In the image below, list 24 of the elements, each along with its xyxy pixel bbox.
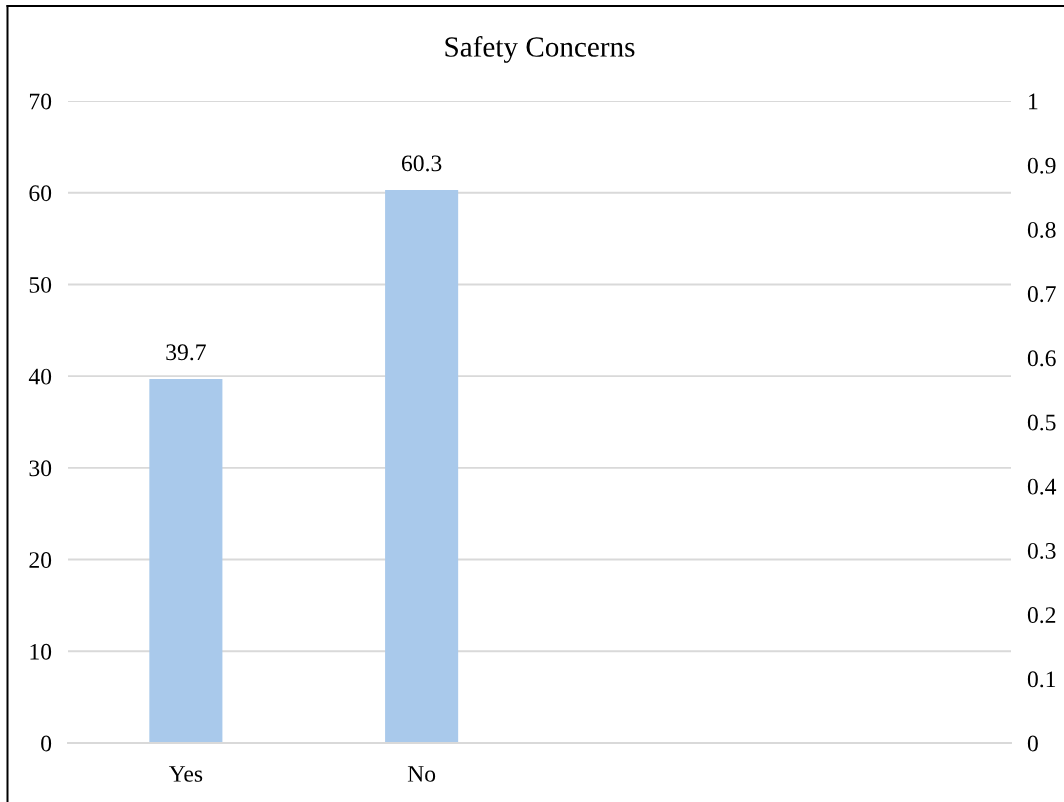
x-tick-label: Yes: [168, 766, 203, 782]
y2-tick-label: 0.9: [1027, 157, 1056, 174]
y-tick-label: 60: [29, 185, 52, 202]
y-tick-label: 20: [29, 552, 52, 568]
data-label: 60.3: [401, 155, 442, 172]
y2-tick-label: 0.4: [1027, 478, 1057, 495]
y2-tick-label: 0.8: [1027, 221, 1056, 238]
y2-tick-label: 1: [1029, 93, 1038, 110]
y2-tick-label: 0.1: [1027, 671, 1056, 688]
chart-title: Safety Concerns: [445, 36, 635, 63]
y2-tick-label: 0.2: [1027, 607, 1056, 624]
y2-tick-label: 0.7: [1027, 286, 1056, 303]
y2-tick-label: 0.3: [1027, 542, 1056, 559]
data-label: 39.7: [166, 344, 206, 361]
y2-tick-label: 0: [1027, 735, 1038, 752]
x-tick-label: No: [407, 766, 436, 782]
y-tick-label: 40: [28, 368, 52, 385]
y-tick-label: 50: [29, 276, 52, 293]
y-tick-label: 70: [29, 93, 52, 110]
y-tick-label: 0: [41, 735, 52, 752]
y-tick-label: 30: [29, 460, 52, 477]
y-tick-label: 10: [30, 643, 52, 660]
y2-tick-label: 0.6: [1027, 350, 1056, 367]
y2-tick-label: 0.5: [1027, 414, 1056, 431]
